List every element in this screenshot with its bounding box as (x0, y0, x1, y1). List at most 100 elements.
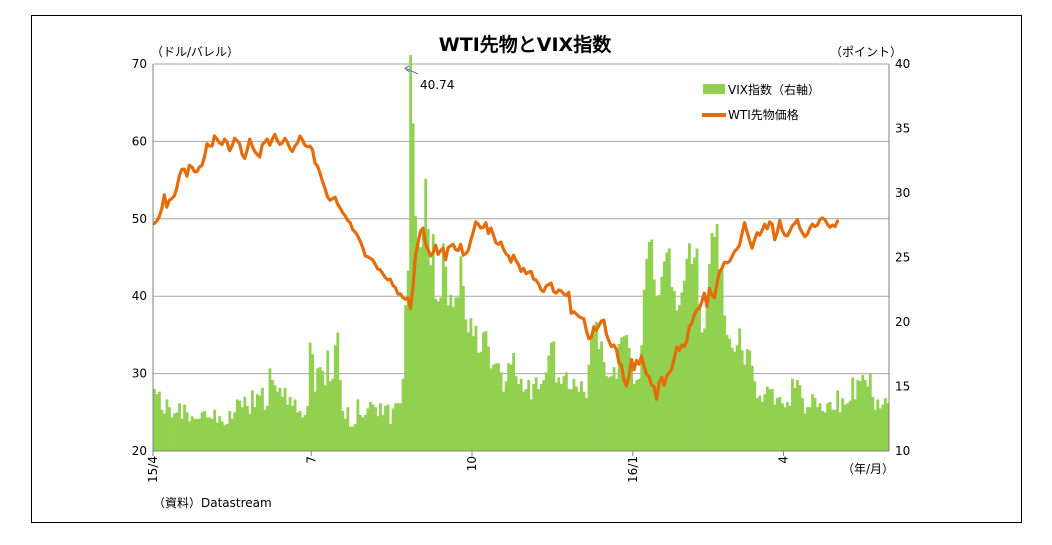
vix-bar (384, 405, 387, 451)
vix-bar (484, 331, 488, 451)
vix-bar (323, 385, 327, 451)
vix-bar (765, 386, 769, 451)
wti-line (152, 132, 840, 401)
vix-bar (580, 381, 583, 451)
vix-bar (273, 385, 277, 451)
vix-bar (760, 401, 764, 451)
legend-label-vix: VIX指数（右軸） (728, 82, 820, 97)
vix-bar (469, 318, 473, 451)
vix-bar (296, 412, 299, 451)
vix-bar (434, 298, 438, 451)
axes: 20 30 40 50 60 70 10 15 20 25 30 35 40 15/4 7 10 16/1 4 (132, 57, 911, 483)
vix-bar (873, 409, 877, 451)
vix-bar (173, 413, 176, 451)
vix-bar (625, 334, 629, 451)
vix-bar (210, 418, 214, 451)
vix-bar (816, 407, 819, 451)
vix-bar (235, 399, 239, 451)
vix-bar (444, 266, 448, 451)
vix-bar (856, 380, 860, 451)
vix-bar (158, 391, 161, 451)
vix-bar (517, 383, 521, 451)
vix-bar (763, 394, 767, 451)
vix-bar (622, 336, 626, 451)
vix-bar (675, 310, 679, 451)
chart-title: WTI先物とVIX指数 (439, 33, 612, 56)
vix-bar (883, 398, 887, 451)
vix-bar (770, 389, 774, 451)
vix-bar (753, 381, 757, 451)
vix-bar (313, 391, 317, 451)
vix-bar (454, 297, 458, 451)
vix-bar (271, 380, 274, 451)
vix-bar (539, 383, 543, 451)
vix-bar (351, 426, 355, 451)
vix-bar (775, 398, 779, 451)
annotation-leader (404, 67, 419, 75)
vix-bar (632, 383, 636, 451)
legend: VIX指数（右軸） WTI先物価格 (702, 82, 820, 122)
vix-bar (401, 378, 405, 451)
vix-bar (379, 403, 382, 451)
vix-bar (740, 350, 744, 451)
vix-bar (477, 352, 480, 451)
vix-bar (667, 248, 671, 451)
vix-bar (509, 364, 513, 451)
vix-bar (208, 417, 212, 451)
vix-bar (582, 391, 586, 451)
vix-bar (780, 403, 784, 451)
source-note: （資料）Datastream (153, 496, 272, 510)
vix-bar (876, 399, 880, 451)
vix-bar (225, 423, 229, 451)
vix-bar (703, 328, 706, 451)
vix-bar (791, 378, 794, 451)
vix-bar (615, 378, 619, 451)
vix-bar (725, 334, 729, 451)
vix-bar (364, 414, 367, 451)
vix-bar (683, 280, 686, 451)
vix-bar (416, 238, 420, 451)
vix-bar (788, 405, 792, 451)
vix-bar (230, 418, 234, 451)
vix-bar (773, 404, 777, 451)
vix-bar (474, 325, 478, 451)
vix-bar (278, 387, 282, 451)
right-tick-label: 20 (895, 315, 910, 329)
vix-bar (441, 243, 445, 451)
vix-bar (685, 258, 689, 451)
x-tick-label: 15/4 (146, 456, 160, 483)
vix-bar (841, 398, 845, 451)
vix-bar (645, 258, 649, 451)
vix-bar (396, 403, 400, 451)
vix-bar (494, 363, 498, 451)
x-tick-label: 10 (465, 456, 479, 471)
vix-bar (168, 407, 171, 451)
vix-bar (514, 376, 518, 451)
vix-bar (554, 382, 558, 451)
vix-bar (223, 425, 227, 451)
vix-bar (527, 380, 531, 451)
vix-bar (843, 404, 847, 451)
vix-bar (163, 413, 166, 451)
vix-bar (245, 405, 249, 451)
vix-bar (662, 261, 666, 451)
vix-bar (353, 423, 357, 451)
vix-bar (657, 294, 661, 451)
vix-bar (215, 422, 219, 451)
right-tick-label: 10 (895, 444, 910, 458)
vix-bar (577, 391, 581, 451)
vix-bar (504, 381, 508, 451)
vix-bar (409, 54, 413, 451)
vix-bar (228, 411, 232, 451)
vix-bar (743, 364, 747, 451)
vix-bar (878, 408, 882, 451)
vix-bar (188, 421, 191, 451)
vix-bar (693, 257, 696, 451)
vix-bar (612, 367, 616, 451)
vix-bar (366, 408, 370, 451)
vix-bar (575, 386, 578, 451)
vix-bar (446, 305, 450, 451)
vix-bar (768, 389, 772, 451)
vix-bar (286, 404, 289, 451)
vix-bars (153, 54, 890, 451)
